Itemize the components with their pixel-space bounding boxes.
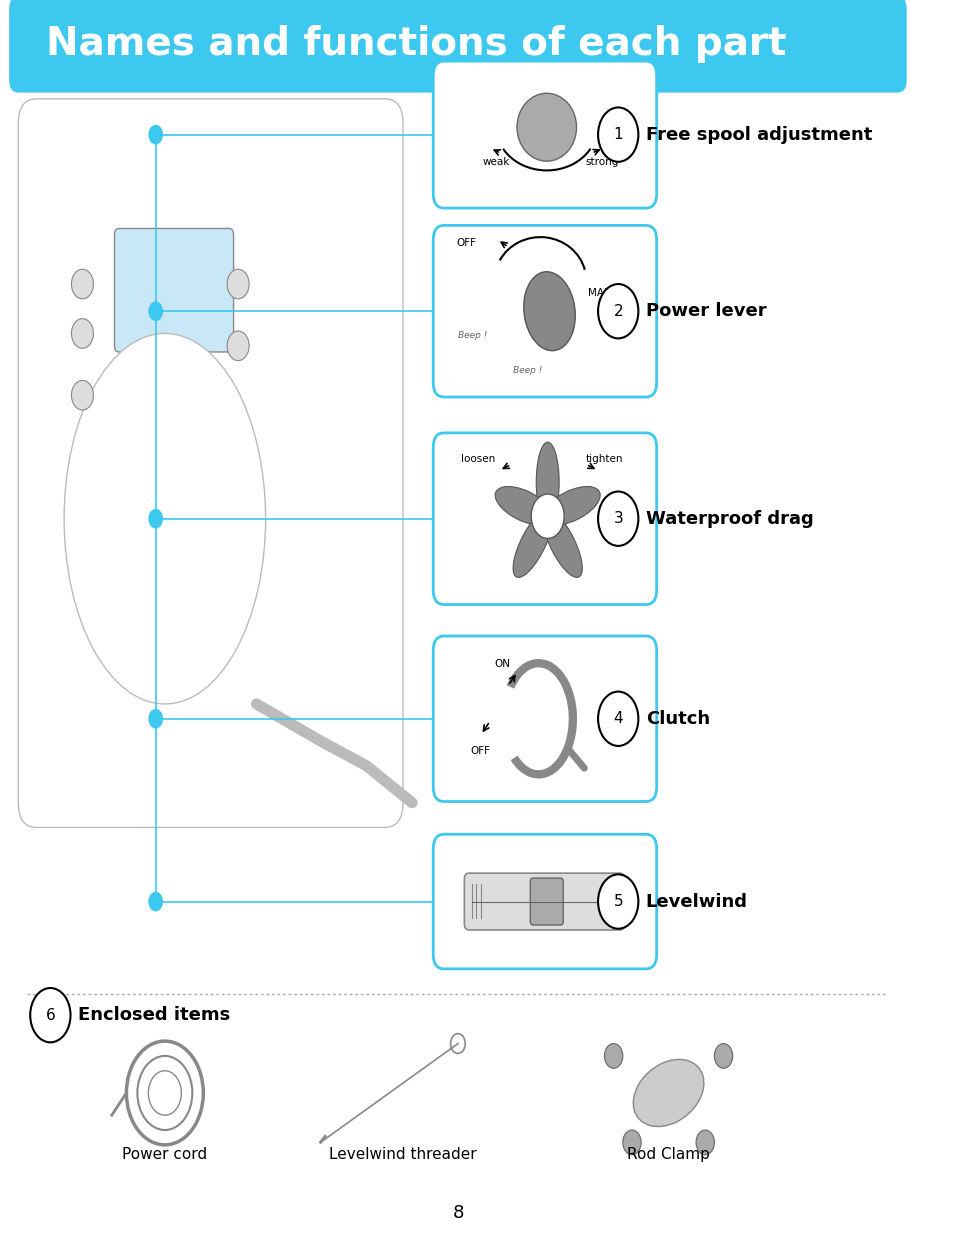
Text: Rod Clamp: Rod Clamp <box>626 1147 709 1162</box>
FancyBboxPatch shape <box>10 0 905 93</box>
FancyBboxPatch shape <box>433 61 656 209</box>
Circle shape <box>604 1044 622 1068</box>
Circle shape <box>149 892 163 911</box>
Ellipse shape <box>495 487 552 525</box>
Ellipse shape <box>64 333 265 704</box>
FancyBboxPatch shape <box>433 226 656 398</box>
Ellipse shape <box>517 93 576 162</box>
Circle shape <box>71 380 93 410</box>
Text: Levelwind: Levelwind <box>645 893 747 910</box>
Text: Beep !: Beep ! <box>457 331 487 341</box>
Text: OFF: OFF <box>471 746 491 756</box>
FancyBboxPatch shape <box>18 99 402 827</box>
Circle shape <box>598 284 638 338</box>
Circle shape <box>149 709 163 729</box>
Text: loosen: loosen <box>460 454 495 464</box>
Circle shape <box>598 874 638 929</box>
Ellipse shape <box>513 510 552 578</box>
Circle shape <box>149 125 163 144</box>
Circle shape <box>531 494 563 538</box>
Circle shape <box>696 1130 714 1155</box>
Circle shape <box>598 492 638 546</box>
Text: 4: 4 <box>613 711 622 726</box>
Circle shape <box>30 988 71 1042</box>
Text: strong: strong <box>584 157 618 167</box>
Text: tighten: tighten <box>585 454 622 464</box>
Text: Free spool adjustment: Free spool adjustment <box>645 126 871 143</box>
Ellipse shape <box>542 487 599 525</box>
Ellipse shape <box>536 442 558 522</box>
Text: 6: 6 <box>46 1008 55 1023</box>
Text: Names and functions of each part: Names and functions of each part <box>46 26 785 63</box>
Text: ON: ON <box>494 659 509 669</box>
Circle shape <box>622 1130 640 1155</box>
Text: 8: 8 <box>452 1204 463 1221</box>
Text: Beep !: Beep ! <box>513 366 541 375</box>
Circle shape <box>71 269 93 299</box>
FancyBboxPatch shape <box>530 878 562 925</box>
Circle shape <box>149 509 163 529</box>
Circle shape <box>598 107 638 162</box>
Text: Enclosed items: Enclosed items <box>78 1007 230 1024</box>
FancyBboxPatch shape <box>433 433 656 605</box>
Text: Levelwind threader: Levelwind threader <box>329 1147 476 1162</box>
Circle shape <box>71 319 93 348</box>
Ellipse shape <box>542 510 581 578</box>
Circle shape <box>714 1044 732 1068</box>
Text: 3: 3 <box>613 511 622 526</box>
Text: 1: 1 <box>613 127 622 142</box>
Text: Power cord: Power cord <box>122 1147 207 1162</box>
FancyBboxPatch shape <box>464 873 624 930</box>
Ellipse shape <box>633 1060 703 1126</box>
Text: Power lever: Power lever <box>645 303 765 320</box>
Circle shape <box>227 331 249 361</box>
FancyBboxPatch shape <box>114 228 233 352</box>
Ellipse shape <box>523 272 575 351</box>
FancyBboxPatch shape <box>433 835 656 968</box>
Circle shape <box>149 301 163 321</box>
Text: Waterproof drag: Waterproof drag <box>645 510 813 527</box>
Text: 2: 2 <box>613 304 622 319</box>
Text: OFF: OFF <box>456 238 476 248</box>
Circle shape <box>227 269 249 299</box>
Circle shape <box>598 692 638 746</box>
FancyBboxPatch shape <box>433 636 656 802</box>
Text: Clutch: Clutch <box>645 710 709 727</box>
Text: 5: 5 <box>613 894 622 909</box>
Text: MAX: MAX <box>587 288 611 298</box>
Text: weak: weak <box>482 157 510 167</box>
